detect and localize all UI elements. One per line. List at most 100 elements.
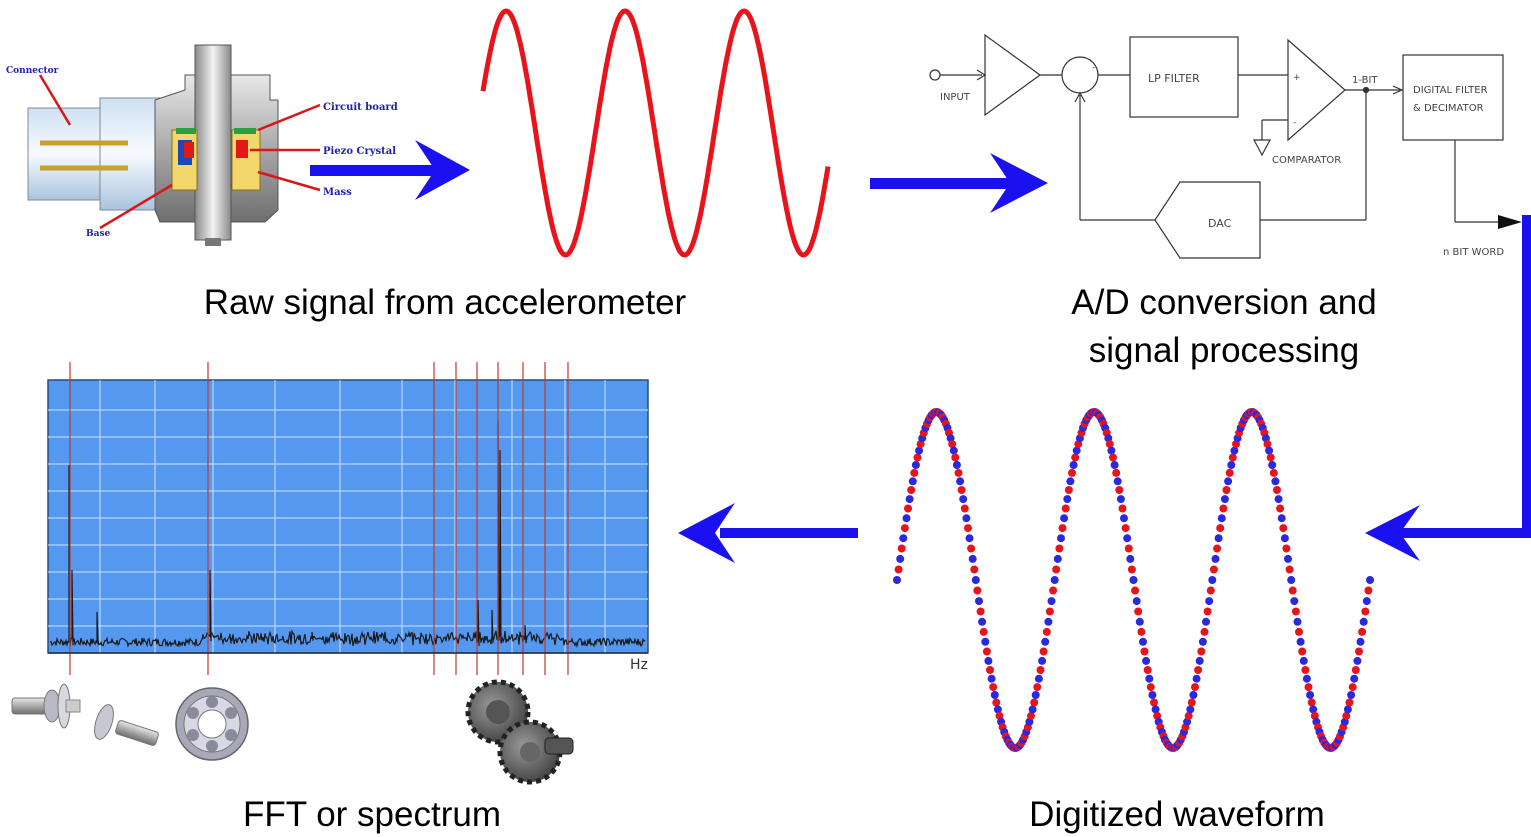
digitized-sample-dot [1216, 524, 1224, 532]
digitized-sample-dot [1062, 505, 1070, 513]
digitized-sample-dot [1147, 683, 1155, 691]
digitized-sample-dot [1035, 675, 1043, 683]
digital-filter-block [1403, 55, 1503, 140]
digitized-sample-dot [1349, 683, 1357, 691]
digitized-sample-dot [903, 514, 911, 522]
digitized-sample-dot [1196, 657, 1204, 665]
digitized-sample-dot [1115, 486, 1123, 494]
digitized-sample-dot [1112, 469, 1120, 477]
input-terminal [930, 70, 940, 80]
spectrum-background [48, 380, 648, 653]
label-mass: Mass [323, 187, 352, 198]
digitized-sample-dot [1119, 505, 1127, 513]
digitized-sample-dot [898, 545, 906, 553]
digitized-sample-dot [1308, 699, 1316, 707]
digitized-sample-dot [1057, 534, 1065, 542]
adc-comparator-label: COMPARATOR [1272, 155, 1341, 166]
digitized-sample-dot [1046, 608, 1054, 616]
digitized-sample-dot [1303, 675, 1311, 683]
digitized-sample-dot [1358, 628, 1366, 636]
digitized-sample-dot [1346, 699, 1354, 707]
spectrum-unit-label: Hz [630, 657, 648, 673]
digitized-sample-dot [1109, 454, 1117, 462]
digitized-sample-dot [1219, 505, 1227, 513]
raw-signal-wave [483, 11, 828, 255]
digitized-sample-dot [989, 683, 997, 691]
digitized-sample-dot [992, 699, 1000, 707]
digitized-sample-dot [910, 469, 918, 477]
adc-dac-label: DAC [1208, 217, 1232, 230]
digitized-sample-dot [1278, 514, 1286, 522]
digitized-sample-dot [1363, 597, 1371, 605]
digitized-sample-dot [1223, 486, 1231, 494]
digitized-sample-dot [1043, 628, 1051, 636]
digitized-sample-dot [1048, 597, 1056, 605]
digitized-sample-dot [975, 597, 983, 605]
digitized-sample-dot [1051, 576, 1059, 584]
adc-digital-filter-label: DIGITAL FILTER [1413, 85, 1488, 96]
adc-input-label: INPUT [940, 92, 971, 103]
digitized-sample-dot [1210, 566, 1218, 574]
digitized-sample-dot [1189, 691, 1197, 699]
digitized-sample-dot [1040, 648, 1048, 656]
digitized-sample-dot [904, 505, 912, 513]
digitized-sample-dot [1041, 638, 1049, 646]
digitized-sample-dot [1122, 524, 1130, 532]
digitized-sample-dot [1068, 469, 1076, 477]
digitized-sample-dot [983, 648, 991, 656]
shaft-small-icon [91, 702, 159, 746]
spectrum-plot [48, 362, 648, 675]
digitized-sample-dot [958, 486, 966, 494]
comparator-minus: - [1293, 118, 1296, 128]
accelerometer-illustration [28, 45, 320, 246]
digitized-sample-dot [1267, 454, 1275, 462]
digitized-sample-dot [959, 495, 967, 503]
digitized-sample-dot [1142, 657, 1150, 665]
digitized-sample-dot [1049, 587, 1057, 595]
digitized-sample-dot [1070, 461, 1078, 469]
digitized-sample-dot [1123, 534, 1131, 542]
digitized-sample-dot [1199, 638, 1207, 646]
digitized-sample-dot [1130, 576, 1138, 584]
digitized-sample-dot [1066, 477, 1074, 485]
digitized-sample-dot [893, 576, 901, 584]
digitized-sample-dot [1065, 486, 1073, 494]
digitized-sample-dot [1297, 638, 1305, 646]
digitized-sample-dot [1292, 608, 1300, 616]
digitized-sample-dot [1305, 683, 1313, 691]
digitized-sample-dot [977, 608, 985, 616]
digitized-sample-dot [986, 666, 994, 674]
digitized-sample-dot [1360, 618, 1368, 626]
digitized-sample-dot [980, 628, 988, 636]
digitized-sample-dot [961, 505, 969, 513]
digitized-sample-dot [1213, 545, 1221, 553]
digitized-sample-dot [1357, 638, 1365, 646]
gears-icon [468, 682, 573, 782]
comparator-symbol [1288, 40, 1345, 140]
caption-digitized: Digitized waveform [1029, 795, 1325, 834]
digitized-sample-dot [1054, 555, 1062, 563]
digitized-sample-dot [1120, 514, 1128, 522]
digitized-sample-dot [1361, 608, 1369, 616]
adc-lp-filter-label: LP FILTER [1148, 72, 1200, 85]
digitized-sample-dot [1306, 691, 1314, 699]
digitized-sample-dot [1134, 608, 1142, 616]
digitized-sample-dot [1114, 477, 1122, 485]
digitized-sample-dot [1270, 469, 1278, 477]
digitized-sample-dot [1186, 705, 1194, 713]
digitized-sample-dot [1063, 495, 1071, 503]
digitized-sample-dot [1044, 618, 1052, 626]
digitized-sample-dot [956, 477, 964, 485]
digitized-sample-dot [1271, 477, 1279, 485]
digitized-sample-dot [1350, 675, 1358, 683]
label-base: Base [86, 229, 111, 239]
digitized-sample-dot [1204, 608, 1212, 616]
digitized-sample-dot [1137, 628, 1145, 636]
caption-raw-signal: Raw signal from accelerometer [204, 283, 687, 322]
digitized-sample-dot [1030, 699, 1038, 707]
digitized-sample-dot [899, 534, 907, 542]
arrow-wave-to-adc [870, 153, 1048, 213]
adc-1bit-label: 1-BIT [1352, 75, 1378, 86]
digitized-sample-dot [978, 618, 986, 626]
digitized-sample-dot [950, 447, 958, 455]
